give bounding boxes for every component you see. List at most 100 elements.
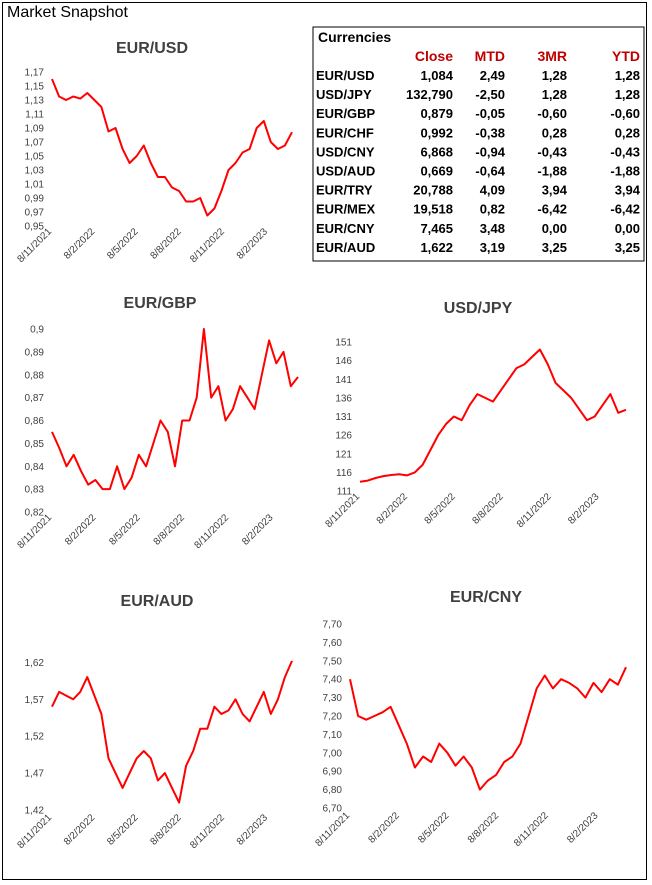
y-tick-label: 7,20 xyxy=(323,712,343,723)
x-tick-label: 8/8/2022 xyxy=(148,226,184,262)
page-title: Market Snapshot xyxy=(7,4,128,21)
table-cell: -0,60 xyxy=(610,106,640,121)
x-tick-label: 8/2/2022 xyxy=(62,226,98,262)
table-header-ytd: YTD xyxy=(612,48,640,64)
x-tick-label: 8/2/2023 xyxy=(566,491,602,527)
chart-eur-cny: EUR/CNY 7,70 7,60 7,50 7,40 7,30 7,20 7,10 7,00 6… xyxy=(313,589,627,849)
y-tick-label: 1,15 xyxy=(25,82,45,93)
table-row-pair: USD/CNY xyxy=(316,144,375,159)
table-cell: 0,00 xyxy=(615,221,640,236)
y-tick-label: 1,17 xyxy=(25,68,45,79)
table-cell: -0,05 xyxy=(475,106,505,121)
x-tick-label: 8/5/2022 xyxy=(105,812,141,848)
y-tick-label: 0,89 xyxy=(25,347,45,358)
y-tick-label: 0,83 xyxy=(25,485,45,496)
table-cell: -0,38 xyxy=(475,125,505,140)
x-tick-label: 8/11/2022 xyxy=(193,512,232,551)
table-cell: -0,43 xyxy=(537,144,567,159)
y-tick-label: 111 xyxy=(337,487,353,498)
x-tick-label: 8/5/2022 xyxy=(105,226,141,262)
chart-title: EUR/CNY xyxy=(450,589,522,606)
y-tick-label: 136 xyxy=(335,393,352,404)
chart-title: EUR/AUD xyxy=(121,593,194,610)
table-cell: -6,42 xyxy=(610,202,640,217)
y-tick-label: 1,42 xyxy=(25,806,45,817)
chart-usd-jpy: USD/JPY 151 146 141 136 131 126 121 116 111 8/11/2… xyxy=(323,300,627,530)
y-tick-label: 1,57 xyxy=(25,695,45,706)
y-tick-label: 1,13 xyxy=(25,96,45,107)
y-tick-label: 0,85 xyxy=(25,439,45,450)
y-tick-label: 0,84 xyxy=(25,462,45,473)
table-cell: 1,28 xyxy=(542,87,567,102)
x-tick-label: 8/11/2021 xyxy=(15,812,54,851)
x-tick-label: 8/2/2023 xyxy=(240,512,276,548)
y-tick-label: 0,86 xyxy=(25,416,45,427)
x-tick-label: 8/11/2022 xyxy=(512,810,551,849)
x-tick-label: 8/5/2022 xyxy=(423,491,459,527)
x-tick-label: 8/11/2022 xyxy=(188,226,227,265)
table-cell: 0,879 xyxy=(420,106,453,121)
y-tick-label: 1,05 xyxy=(25,152,45,163)
chart-title: USD/JPY xyxy=(444,300,513,317)
y-tick-label: 6,80 xyxy=(323,785,343,796)
x-tick-label: 8/11/2022 xyxy=(515,491,554,530)
series-line xyxy=(51,660,293,804)
x-tick-label: 8/2/2022 xyxy=(366,810,402,846)
x-tick-label: 8/8/2022 xyxy=(152,512,188,548)
series-line xyxy=(359,348,627,483)
table-header-close: Close xyxy=(415,48,453,64)
y-tick-label: 6,70 xyxy=(323,804,343,815)
table-cell: 0,992 xyxy=(420,125,453,140)
table-cell: 3,19 xyxy=(480,240,505,255)
table-row-pair: EUR/USD xyxy=(316,68,375,83)
x-tick-label: 8/2/2022 xyxy=(62,812,98,848)
chart-eur-gbp: EUR/GBP 0,9 0,89 0,88 0,87 0,86 0,85 0,84 0,83 0,… xyxy=(15,295,299,551)
y-tick-label: 7,40 xyxy=(323,675,343,686)
y-tick-label: 151 xyxy=(335,338,352,349)
table-row-pair: EUR/MEX xyxy=(316,202,376,217)
y-tick-label: 1,03 xyxy=(25,166,45,177)
table-cell: 2,49 xyxy=(480,68,505,83)
table-cell: 7,465 xyxy=(420,221,453,236)
y-tick-label: 6,90 xyxy=(323,767,343,778)
y-tick-label: 131 xyxy=(335,412,352,423)
x-tick-label: 8/2/2023 xyxy=(235,226,271,262)
x-tick-label: 8/8/2022 xyxy=(466,810,502,846)
table-row-pair: EUR/TRY xyxy=(316,183,373,198)
table-row-pair: EUR/CNY xyxy=(316,221,375,236)
table-cell: -0,94 xyxy=(475,144,505,159)
table-cell: -0,60 xyxy=(537,106,567,121)
table-cell: 1,622 xyxy=(420,240,453,255)
x-tick-label: 8/2/2022 xyxy=(375,491,411,527)
table-cell: 0,28 xyxy=(542,125,567,140)
table-cell: -0,43 xyxy=(610,144,640,159)
table-cell: -1,88 xyxy=(537,164,567,179)
table-row-pair: EUR/GBP xyxy=(316,106,376,121)
chart-title: EUR/GBP xyxy=(124,295,197,312)
y-tick-label: 141 xyxy=(335,375,352,386)
table-row-pair: USD/AUD xyxy=(316,164,375,179)
table-cell: -2,50 xyxy=(475,87,505,102)
y-tick-label: 0,95 xyxy=(25,222,45,233)
table-cell: -0,64 xyxy=(475,164,505,179)
y-tick-label: 7,50 xyxy=(323,656,343,667)
table-cell: 0,28 xyxy=(615,125,640,140)
y-tick-label: 1,07 xyxy=(25,138,45,149)
table-cell: 19,518 xyxy=(413,202,453,217)
x-tick-label: 8/2/2023 xyxy=(565,810,601,846)
table-cell: 3,48 xyxy=(480,221,505,236)
y-tick-label: 1,47 xyxy=(25,769,45,780)
y-tick-label: 0,87 xyxy=(25,393,45,404)
y-tick-label: 7,60 xyxy=(323,638,343,649)
table-cell: 3,94 xyxy=(542,183,568,198)
x-tick-label: 8/8/2022 xyxy=(470,491,506,527)
y-tick-label: 0,88 xyxy=(25,370,45,381)
y-tick-label: 1,01 xyxy=(25,180,45,191)
y-tick-label: 7,10 xyxy=(323,730,343,741)
table-cell: 3,94 xyxy=(615,183,641,198)
table-row-pair: EUR/CHF xyxy=(316,125,374,140)
x-tick-label: 8/11/2021 xyxy=(313,810,352,849)
y-tick-label: 121 xyxy=(335,449,352,460)
